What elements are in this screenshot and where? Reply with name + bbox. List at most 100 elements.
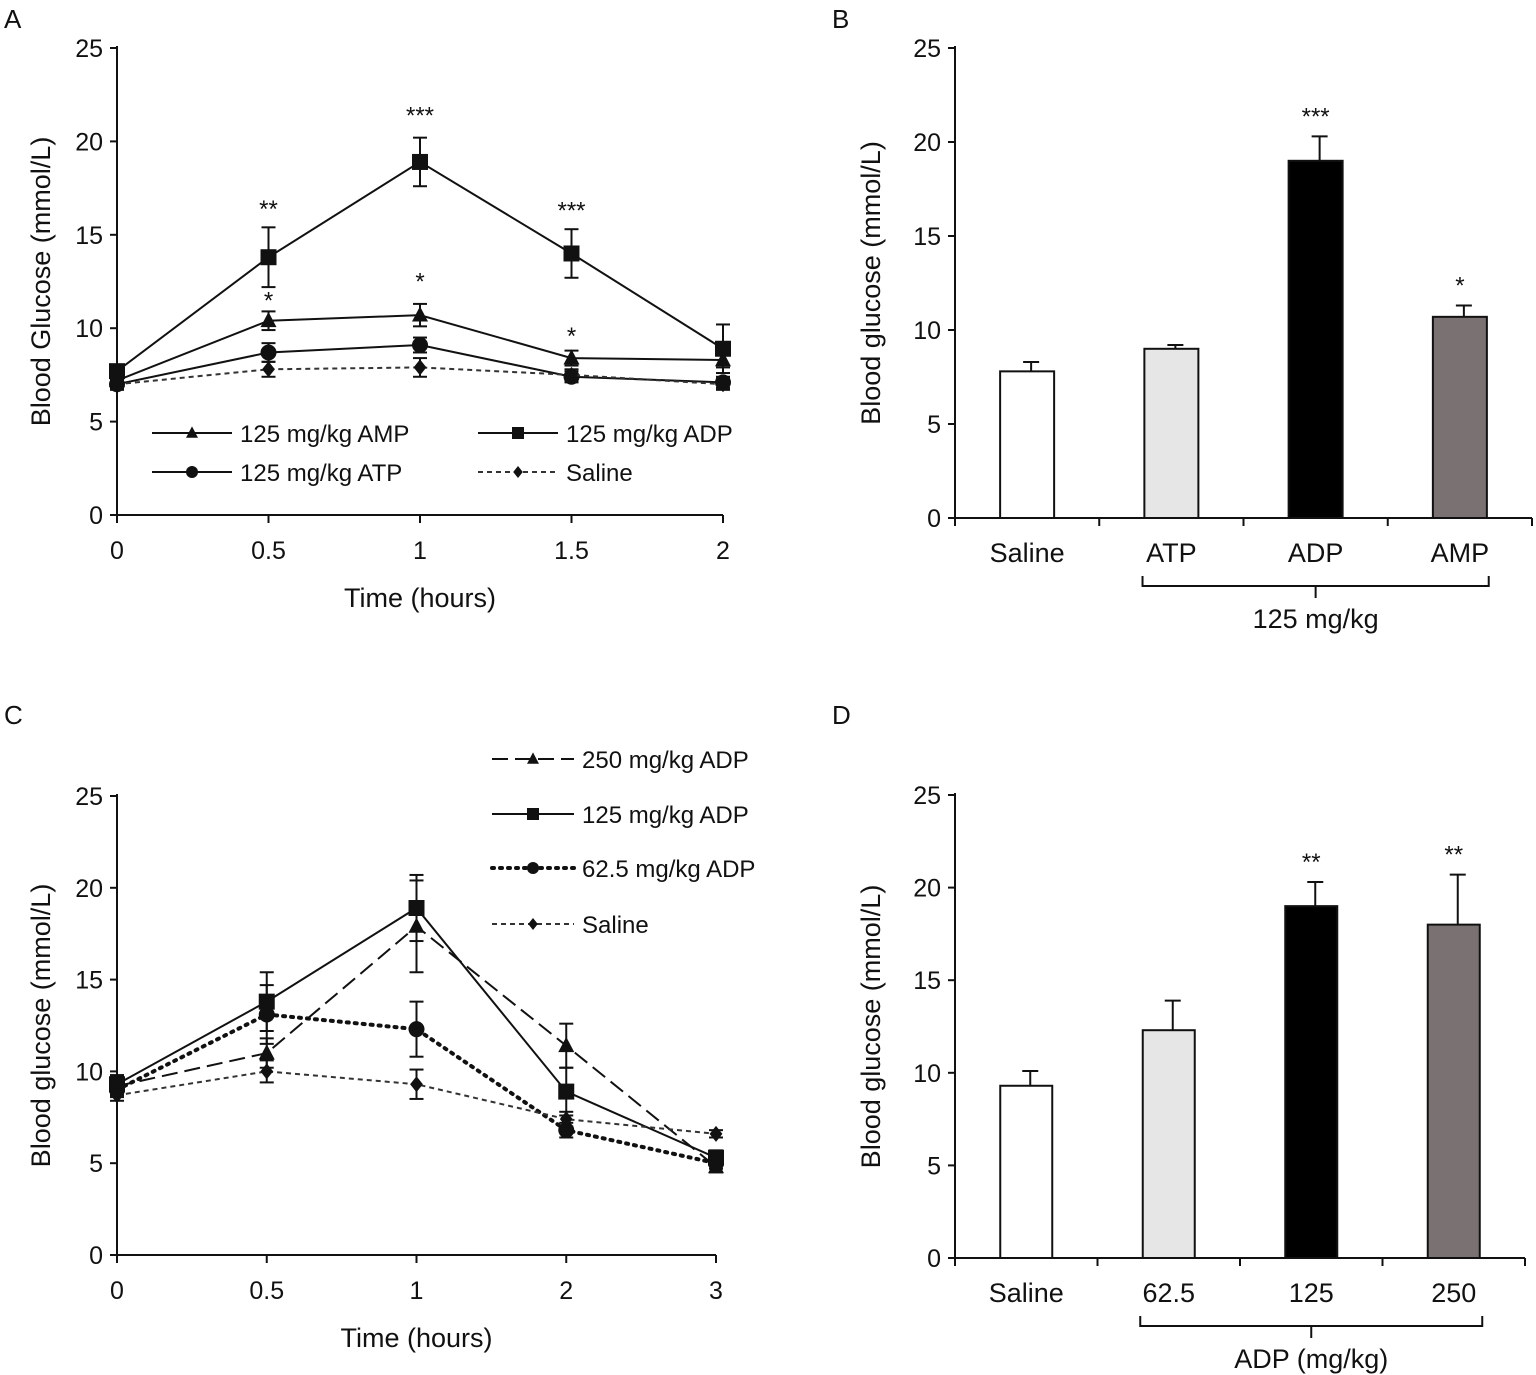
panel-d-group-label: ADP (mg/kg)	[1234, 1344, 1388, 1374]
panel-a-x-tick-label: 0.5	[251, 537, 286, 565]
data-point-adp	[260, 249, 277, 266]
panel-b-y-tick-label: 20	[913, 129, 941, 157]
panel-b-y-tick-label: 0	[927, 505, 941, 533]
data-point-adp125	[558, 1083, 575, 1100]
legend-label-adp62: 62.5 mg/kg ADP	[582, 856, 755, 883]
legend-marker-amp	[186, 426, 198, 438]
data-point-adp	[412, 153, 428, 170]
panel-d-significance-label: **	[1302, 849, 1321, 876]
series-line-saline	[116, 366, 724, 386]
data-point-saline	[110, 1087, 124, 1104]
panel-d-bar-chart: 0 5 10 15 20 25 Blood glucose (mmol/L) Saline 62…	[856, 782, 1526, 1374]
data-point-saline	[410, 1076, 423, 1093]
legend-label-amp: 125 mg/kg AMP	[240, 421, 409, 448]
panel-c-y-tick-label: 5	[89, 1150, 103, 1178]
legend-label-adp250: 250 mg/kg ADP	[582, 747, 749, 774]
panel-b-y-tick-label: 10	[913, 317, 941, 345]
panel-letter-d: D	[832, 700, 851, 730]
panel-a-y-tick-label: 5	[89, 409, 103, 437]
panel-c-y-axis-label: Blood glucose (mmol/L)	[26, 884, 56, 1168]
legend-marker-adp62	[527, 862, 539, 874]
panel-d-y-axis-label: Blood glucose (mmol/L)	[856, 885, 886, 1169]
panel-c-x-tick-label: 0.5	[249, 1277, 284, 1305]
data-point-atp	[260, 344, 277, 361]
legend-label-adp125: 125 mg/kg ADP	[582, 802, 749, 829]
bar-saline	[999, 370, 1056, 519]
panel-a-x-tick-label: 2	[716, 537, 730, 565]
panel-c-x-tick-label: 0	[110, 1277, 124, 1305]
panel-b-y-axis-label: Blood glucose (mmol/L)	[856, 141, 886, 425]
bar-amp	[1431, 315, 1488, 519]
panel-c-x-tick-label: 1	[410, 1277, 424, 1305]
panel-d-significance-label: **	[1444, 842, 1463, 869]
panel-a-y-tick-label: 25	[75, 35, 103, 63]
data-point-saline	[716, 376, 730, 393]
legend-marker-saline	[528, 918, 538, 930]
data-point-amp	[412, 306, 428, 322]
panel-d-y-tick-label: 10	[913, 1060, 941, 1088]
panel-a-significance-label: *	[415, 269, 424, 296]
panel-letter-b: B	[832, 4, 849, 34]
panel-a-x-tick-label: 1.5	[554, 537, 589, 565]
data-point-adp62	[708, 1155, 724, 1172]
bar-saline	[999, 1084, 1054, 1260]
panel-b-bar-chart: 0 5 10 15 20 25 Blood glucose (mmol/L) Saline AT…	[856, 35, 1533, 634]
data-point-adp125	[408, 899, 425, 916]
data-point-adp250	[558, 1036, 575, 1053]
panel-d-y-tick-label: 15	[913, 967, 941, 995]
panel-b-y-tick-label: 5	[927, 411, 941, 439]
bar-62-5	[1141, 1029, 1196, 1259]
legend-marker-adp	[512, 427, 524, 439]
data-point-saline	[260, 1063, 274, 1080]
panel-d-y-tick-label: 25	[913, 782, 941, 810]
panel-d-category-label: 250	[1431, 1278, 1476, 1308]
panel-d-y-tick-label: 20	[913, 875, 941, 903]
panel-a-x-tick-label: 1	[413, 537, 427, 565]
legend-marker-adp250	[527, 752, 539, 764]
panel-a-y-tick-label: 15	[75, 222, 103, 250]
panel-c-x-tick-label: 3	[709, 1277, 723, 1305]
bar-125	[1284, 905, 1339, 1259]
data-point-amp	[260, 311, 277, 328]
legend-label-adp: 125 mg/kg ADP	[566, 421, 733, 448]
data-point-adp	[563, 245, 580, 262]
panel-a-y-tick-label: 0	[89, 502, 103, 530]
panel-b-y-tick-label: 25	[913, 35, 941, 63]
legend-marker-adp125	[527, 808, 539, 820]
panel-a-line-chart: 0 5 10 15 20 25 Blood Glucose (mmol/L) 0 0.5 1 1.5…	[26, 35, 733, 613]
data-point-saline	[559, 1111, 573, 1128]
panel-a-y-tick-label: 10	[75, 315, 103, 343]
data-point-saline	[709, 1125, 723, 1142]
data-point-saline	[413, 359, 427, 376]
panel-c-x-axis-label: Time (hours)	[340, 1323, 492, 1353]
data-point-adp62	[258, 1006, 275, 1023]
panel-d-y-tick-label: 5	[927, 1152, 941, 1180]
panel-b-y-tick-label: 15	[913, 223, 941, 251]
panel-c-x-tick-label: 2	[559, 1277, 573, 1305]
panel-c-y-tick-label: 10	[75, 1058, 103, 1086]
panel-d-category-label: Saline	[989, 1278, 1064, 1308]
data-point-saline	[110, 376, 124, 393]
panel-a-y-axis-label: Blood Glucose (mmol/L)	[26, 137, 56, 427]
panel-c-y-tick-label: 25	[75, 783, 103, 811]
data-point-adp	[109, 363, 125, 380]
panel-a-significance-label: **	[259, 196, 278, 223]
panel-b-category-label: AMP	[1431, 538, 1490, 568]
legend-label-atp: 125 mg/kg ATP	[240, 460, 402, 487]
data-point-adp	[715, 340, 731, 357]
panel-a-y-tick-label: 20	[75, 128, 103, 156]
data-point-atp	[412, 337, 428, 354]
panel-b-category-label: ATP	[1146, 538, 1197, 568]
panel-b-group-label: 125 mg/kg	[1253, 604, 1379, 634]
panel-b-category-label: ADP	[1288, 538, 1344, 568]
data-point-adp250	[258, 1044, 275, 1060]
legend-label-saline: Saline	[566, 460, 633, 487]
legend-marker-atp	[186, 466, 198, 478]
data-point-adp62	[408, 1021, 425, 1038]
panel-c-line-chart: 0 5 10 15 20 25 Blood glucose (mmol/L) 0 0.5 1 2 3 T…	[26, 747, 755, 1353]
panel-b-significance-label: ***	[1302, 103, 1330, 130]
panel-a-x-tick-label: 0	[110, 537, 124, 565]
panel-a-x-axis-label: Time (hours)	[344, 583, 496, 613]
panel-c-y-tick-label: 20	[75, 875, 103, 903]
